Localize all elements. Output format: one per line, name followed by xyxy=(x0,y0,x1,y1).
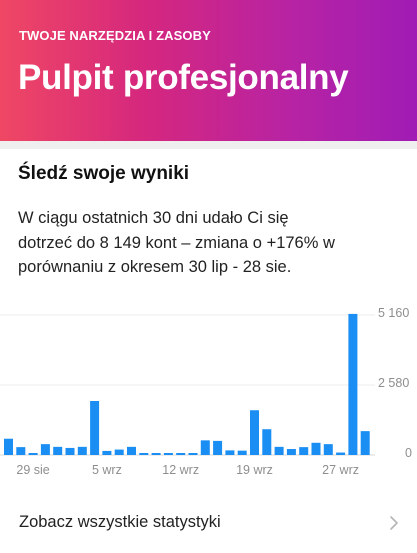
reach-chart[interactable]: 5 160 2 580 0 29 sie 5 wrz 12 wrz 19 wrz 27 wrz xyxy=(0,300,417,490)
chart-bar[interactable] xyxy=(348,313,358,455)
description-line: porównaniu z okresem 30 lip - 28 sie. xyxy=(18,258,292,276)
x-tick-label: 12 wrz xyxy=(162,463,200,477)
chart-bar[interactable] xyxy=(151,453,161,455)
x-tick-label: 27 wrz xyxy=(322,463,359,477)
header-kicker: TWOJE NARZĘDZIA I ZASOBY xyxy=(19,28,211,43)
x-tick-label: 29 sie xyxy=(16,463,50,477)
chart-bar[interactable] xyxy=(90,401,100,455)
chart-bar[interactable] xyxy=(40,444,50,455)
chart-bar[interactable] xyxy=(127,446,136,455)
chart-bar[interactable] xyxy=(360,431,370,455)
chart-bar[interactable] xyxy=(262,429,272,455)
results-title: Śledź swoje wyniki xyxy=(18,163,190,184)
chart-bar[interactable] xyxy=(77,446,87,455)
chart-bar[interactable] xyxy=(4,438,13,455)
chart-bar[interactable] xyxy=(188,453,198,455)
chart-bar[interactable] xyxy=(286,449,296,455)
chevron-right-icon[interactable] xyxy=(385,513,405,533)
professional-dashboard-header: TWOJE NARZĘDZIA I ZASOBY Pulpit profesjo… xyxy=(0,0,417,141)
x-tick-label: 5 wrz xyxy=(91,463,122,477)
page-title: Pulpit profesjonalny xyxy=(18,58,349,97)
chart-bar[interactable] xyxy=(336,452,346,455)
chart-bar[interactable] xyxy=(176,453,186,455)
chart-bar[interactable] xyxy=(139,453,149,455)
chart-bar[interactable] xyxy=(213,440,223,455)
chart-bar[interactable] xyxy=(65,447,75,455)
y-tick-label: 2 580 xyxy=(378,376,410,390)
chart-bar[interactable] xyxy=(16,447,26,455)
chart-bar[interactable] xyxy=(274,446,284,455)
results-description: W ciągu ostatnich 30 dni udało Ci się do… xyxy=(18,206,403,280)
chart-bar[interactable] xyxy=(299,447,309,455)
y-tick-label: 0 xyxy=(405,446,412,460)
description-line: W ciągu ostatnich 30 dni udało Ci się xyxy=(18,209,289,227)
description-line: dotrzeć do 8 149 kont – zmiana o +176% w xyxy=(18,233,335,252)
chart-bar[interactable] xyxy=(225,450,235,455)
chart-bar[interactable] xyxy=(250,410,259,455)
chart-bar[interactable] xyxy=(237,450,247,455)
chart-bar[interactable] xyxy=(323,444,333,455)
chart-bar[interactable] xyxy=(114,449,124,455)
see-all-insights-link[interactable]: Zobacz wszystkie statystyki xyxy=(19,513,221,531)
chart-bar[interactable] xyxy=(200,440,210,455)
x-tick-label: 19 wrz xyxy=(236,463,273,477)
chart-bar[interactable] xyxy=(163,453,173,455)
reach-chart-svg xyxy=(0,313,375,456)
chart-bar[interactable] xyxy=(28,453,38,455)
section-divider xyxy=(0,141,417,149)
chart-bar[interactable] xyxy=(311,442,321,455)
chart-bar[interactable] xyxy=(102,450,112,455)
chart-bar[interactable] xyxy=(53,446,63,455)
y-tick-label: 5 160 xyxy=(378,306,410,320)
